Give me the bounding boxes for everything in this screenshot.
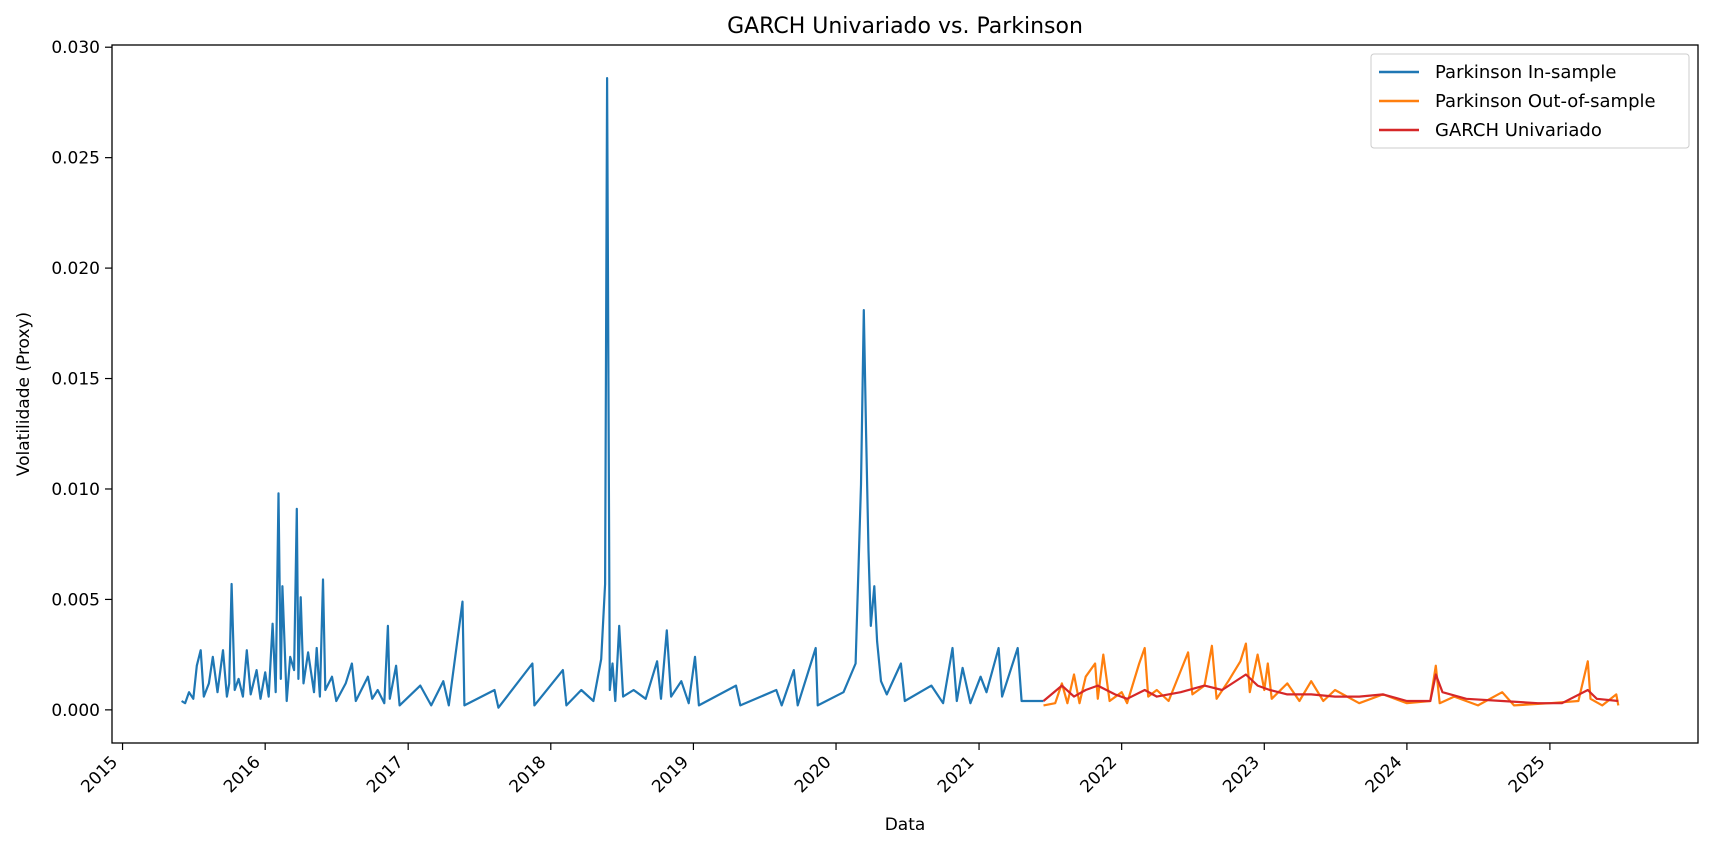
x-tick-label: 2025 <box>1505 752 1550 797</box>
chart-title: GARCH Univariado vs. Parkinson <box>727 14 1083 39</box>
x-tick-label: 2023 <box>1219 752 1264 797</box>
series-layer <box>181 77 1620 709</box>
legend: Parkinson In-sample Parkinson Out-of-samp… <box>1370 53 1690 149</box>
x-axis-label: Data <box>885 815 926 835</box>
x-tick-label: 2015 <box>77 752 122 797</box>
y-axis: 0.000 0.005 0.010 0.015 0.020 0.025 0.030 <box>51 38 112 721</box>
x-tick-label: 2017 <box>363 752 408 797</box>
x-tick-label: 2019 <box>648 752 693 797</box>
y-tick-label: 0.005 <box>51 590 100 610</box>
legend-label: Parkinson In-sample <box>1435 62 1617 83</box>
y-tick-label: 0.000 <box>51 701 100 721</box>
legend-label: GARCH Univariado <box>1435 120 1602 141</box>
x-axis: 2015 2016 2017 2018 2019 2020 2021 2022 2023 2024… <box>77 743 1551 797</box>
series-line-1 <box>181 77 1044 709</box>
y-axis-label: Volatilidade (Proxy) <box>14 312 34 476</box>
legend-box <box>1370 53 1690 149</box>
plot-area <box>111 44 1699 744</box>
series-line-3 <box>1042 673 1619 705</box>
x-tick-label: 2018 <box>506 752 551 797</box>
x-tick-label: 2024 <box>1362 752 1407 797</box>
y-tick-label: 0.020 <box>51 259 100 279</box>
y-tick-label: 0.030 <box>51 38 100 58</box>
legend-label: Parkinson Out-of-sample <box>1435 91 1656 112</box>
x-tick-label: 2022 <box>1076 752 1121 797</box>
x-tick-label: 2021 <box>934 752 979 797</box>
y-tick-label: 0.015 <box>51 370 100 390</box>
y-tick-label: 0.025 <box>51 149 100 169</box>
x-tick-label: 2016 <box>220 752 265 797</box>
x-tick-label: 2020 <box>791 752 836 797</box>
y-tick-label: 0.010 <box>51 480 100 500</box>
